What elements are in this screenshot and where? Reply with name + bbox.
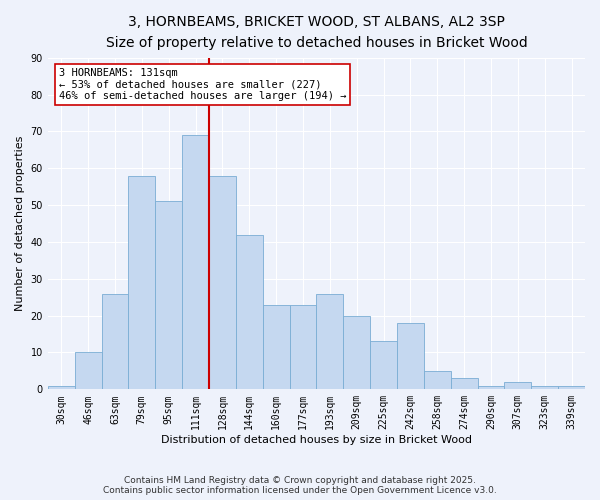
Bar xyxy=(74,352,101,390)
Bar xyxy=(397,323,424,390)
Bar xyxy=(316,294,343,390)
Bar xyxy=(209,176,236,390)
Bar xyxy=(101,294,128,390)
X-axis label: Distribution of detached houses by size in Bricket Wood: Distribution of detached houses by size … xyxy=(161,435,472,445)
Bar xyxy=(451,378,478,390)
Y-axis label: Number of detached properties: Number of detached properties xyxy=(15,136,25,311)
Bar xyxy=(505,382,531,390)
Bar xyxy=(558,386,585,390)
Text: Contains HM Land Registry data © Crown copyright and database right 2025.
Contai: Contains HM Land Registry data © Crown c… xyxy=(103,476,497,495)
Bar xyxy=(531,386,558,390)
Bar xyxy=(370,342,397,390)
Bar xyxy=(128,176,155,390)
Bar xyxy=(424,371,451,390)
Bar xyxy=(48,386,74,390)
Bar xyxy=(236,234,263,390)
Text: 3 HORNBEAMS: 131sqm
← 53% of detached houses are smaller (227)
46% of semi-detac: 3 HORNBEAMS: 131sqm ← 53% of detached ho… xyxy=(59,68,346,101)
Bar xyxy=(182,135,209,390)
Bar xyxy=(343,316,370,390)
Bar xyxy=(263,304,290,390)
Bar xyxy=(290,304,316,390)
Bar xyxy=(155,202,182,390)
Title: 3, HORNBEAMS, BRICKET WOOD, ST ALBANS, AL2 3SP
Size of property relative to deta: 3, HORNBEAMS, BRICKET WOOD, ST ALBANS, A… xyxy=(106,15,527,50)
Bar xyxy=(478,386,505,390)
